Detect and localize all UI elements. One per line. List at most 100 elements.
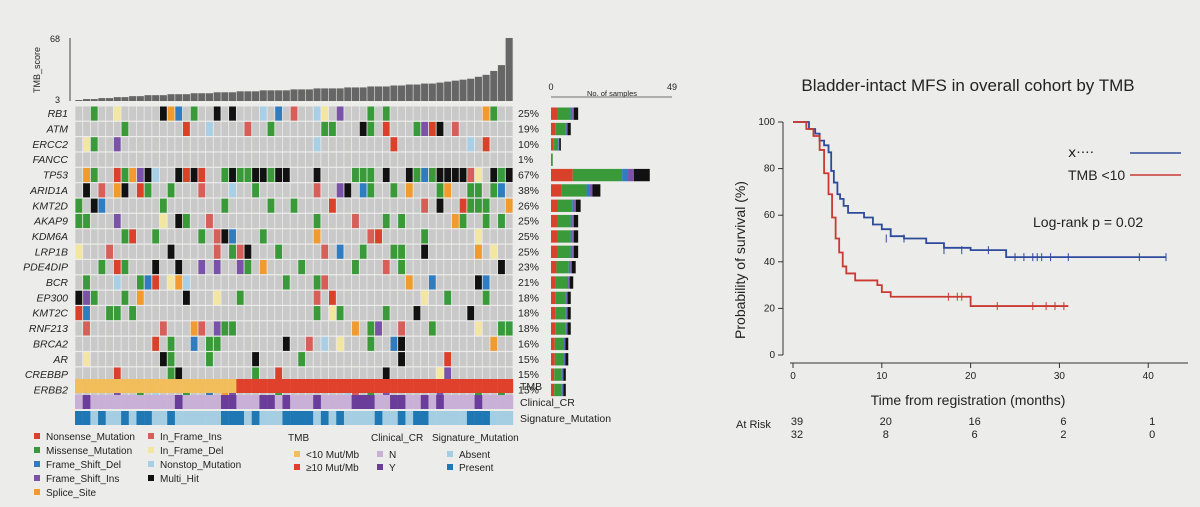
mutation-cell [498, 275, 505, 290]
mutation-cell [113, 152, 121, 167]
tmb-axis-label: TMB_score [32, 47, 42, 93]
mutation-cell [252, 198, 260, 213]
mutation-cell [267, 275, 275, 290]
mutation-cell [359, 198, 367, 213]
legend-label: In_Frame_Ins [160, 432, 222, 443]
mutation-cell [252, 167, 260, 183]
mutation-cell [444, 152, 452, 167]
mutation-cell [144, 275, 152, 290]
tmb-bar [336, 88, 344, 101]
legend-swatch [148, 433, 154, 439]
mutation-cell [275, 352, 283, 367]
mutation-cell [275, 167, 283, 183]
mutation-cell [375, 106, 382, 121]
mutation-cell [305, 321, 313, 336]
mutation-cell [159, 213, 167, 229]
gene-count-segment [551, 276, 556, 289]
mutation-cell [259, 137, 267, 152]
mutation-cell [344, 321, 352, 336]
mutation-cell [213, 367, 221, 382]
mutation-grid [75, 106, 513, 397]
tmb-bar [213, 92, 221, 101]
mutation-cell [144, 106, 152, 121]
mutation-cell [375, 260, 382, 275]
mutation-cell [359, 275, 367, 290]
tmb-bar [252, 91, 260, 101]
tmb-track-cell [75, 379, 83, 393]
gene-label: KMT2C [32, 308, 68, 320]
mutation-cell [398, 260, 406, 275]
mutation-cell [129, 290, 137, 305]
mutation-cell [436, 260, 444, 275]
mutation-cell [221, 229, 229, 244]
mutation-cell [221, 306, 229, 321]
mutation-cell [229, 229, 236, 244]
gene-count-segment [564, 353, 566, 366]
gene-count-segment [556, 214, 571, 228]
mutation-cell [113, 260, 121, 275]
mutation-cell [252, 183, 260, 198]
mutation-cell [129, 229, 137, 244]
mutation-cell [244, 336, 252, 351]
mutation-cell [229, 213, 236, 229]
sig-track-cell [497, 411, 506, 425]
sig-track-cell [390, 411, 398, 425]
mutation-cell [328, 244, 336, 259]
mutation-cell [159, 106, 167, 121]
mutation-cell [144, 152, 152, 167]
mutation-cell [298, 213, 306, 229]
mutation-cell [421, 167, 429, 183]
mutation-cell [451, 198, 459, 213]
mutation-cell [490, 198, 498, 213]
cr-track-cell [320, 395, 329, 409]
mutation-cell [152, 167, 160, 183]
mutation-cell [459, 229, 467, 244]
mutation-cell [144, 213, 152, 229]
mutation-cell [390, 198, 398, 213]
cr-track-cell [328, 395, 337, 409]
mutation-cell [421, 260, 429, 275]
mutation-cell [390, 106, 398, 121]
gene-label: PDE4DIP [23, 262, 68, 274]
sig-track-cell [328, 411, 337, 425]
legend-label-high: ⅹ⋅⋅⋅⋅ [1068, 144, 1094, 160]
km-legend: ⅹ⋅⋅⋅⋅ TMB <10 [1068, 144, 1181, 183]
mutation-cell [459, 336, 467, 351]
mutation-cell [382, 367, 390, 382]
mutation-cell [413, 321, 421, 336]
mutation-cell [175, 244, 183, 259]
cr-track-cell [405, 395, 414, 409]
mutation-cell [290, 183, 298, 198]
mutation-cell [106, 367, 114, 382]
mutation-cell [98, 137, 106, 152]
legend-label: Multi_Hit [160, 474, 199, 485]
mutation-cell [221, 121, 229, 136]
mutation-cell [236, 306, 244, 321]
gene-count-segment [573, 214, 579, 228]
mutation-cell [190, 321, 198, 336]
cr-track-cell [136, 395, 145, 409]
sig-track-cell [397, 411, 406, 425]
mutation-cell [221, 213, 229, 229]
mutation-cell [505, 198, 513, 213]
percent-label: 10% [518, 139, 539, 151]
mutation-cell [328, 306, 336, 321]
mutation-cell [505, 275, 513, 290]
legend-swatch [377, 451, 383, 457]
gene-label: AKAP9 [33, 216, 68, 228]
mutation-cell [352, 290, 359, 305]
mutation-cell [121, 367, 129, 382]
mutation-cell [175, 213, 183, 229]
mutation-cell [474, 106, 482, 121]
mutation-cell [505, 260, 513, 275]
mutation-cell [352, 229, 359, 244]
cr-track-cell [367, 395, 375, 409]
mutation-cell [267, 352, 275, 367]
mutation-cell [444, 306, 452, 321]
mutation-cell [467, 352, 475, 367]
mutation-cell [229, 183, 236, 198]
gene-count-segment [554, 368, 562, 381]
y-tick-label: 20 [764, 303, 776, 314]
sig-track-cell [244, 411, 252, 425]
mutation-cell [206, 367, 213, 382]
